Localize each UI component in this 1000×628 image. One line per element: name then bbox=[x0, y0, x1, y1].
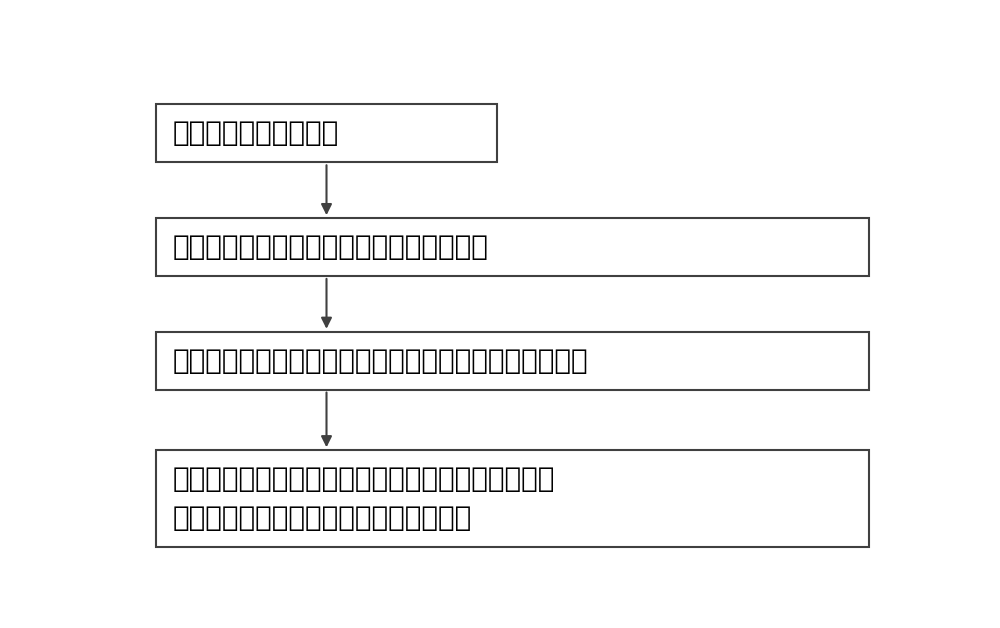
Bar bbox=[156, 218, 869, 276]
Bar bbox=[156, 450, 869, 547]
Text: 开启油井、置入刮蜡器: 开启油井、置入刮蜡器 bbox=[173, 119, 339, 148]
Text: 通过驱动杆向上提升刮蜡器，将油井内壁的蜡质进行清理: 通过驱动杆向上提升刮蜡器，将油井内壁的蜡质进行清理 bbox=[173, 347, 589, 375]
Text: 驱动杆贯穿刮蜡器并将刮蜡器送到预定位置: 驱动杆贯穿刮蜡器并将刮蜡器送到预定位置 bbox=[173, 233, 489, 261]
Bar bbox=[156, 104, 497, 163]
Text: 清理油井内壁蜡质时，通过驱动杆促使刮蜡器转动，
促使刮蜡器更全面的对油井内壁进行清理: 清理油井内壁蜡质时，通过驱动杆促使刮蜡器转动， 促使刮蜡器更全面的对油井内壁进行… bbox=[173, 465, 555, 532]
Bar bbox=[156, 332, 869, 389]
